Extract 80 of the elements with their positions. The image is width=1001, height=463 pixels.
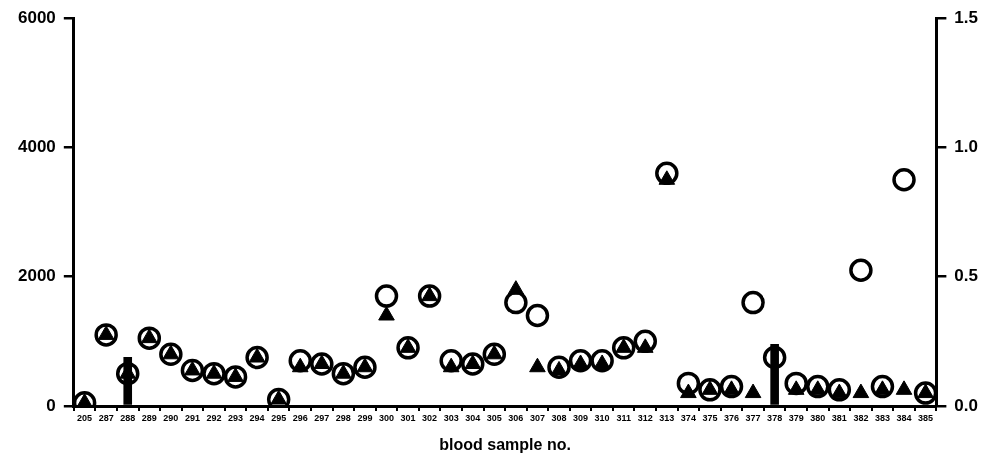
x-tick-label: 379 bbox=[788, 412, 804, 423]
point bbox=[827, 378, 852, 402]
point bbox=[806, 374, 830, 399]
x-tick-label: 302 bbox=[422, 412, 438, 423]
x-tick-label: 374 bbox=[680, 412, 696, 423]
point bbox=[590, 349, 614, 373]
point bbox=[331, 361, 356, 386]
point bbox=[288, 349, 312, 373]
point bbox=[378, 306, 395, 321]
point bbox=[852, 383, 870, 399]
point bbox=[611, 336, 636, 360]
x-tick-label: 294 bbox=[249, 412, 265, 423]
x-tick-label: 309 bbox=[573, 412, 589, 423]
x-tick-label: 287 bbox=[98, 412, 114, 423]
point bbox=[870, 374, 895, 399]
point bbox=[529, 357, 546, 373]
point bbox=[374, 284, 399, 308]
x-tick-label: 289 bbox=[141, 412, 157, 423]
x-tick-label: 303 bbox=[443, 412, 459, 423]
point bbox=[676, 371, 701, 396]
point bbox=[762, 345, 787, 370]
x-tick-label: 298 bbox=[335, 412, 351, 423]
y-tick-label: 2000 bbox=[17, 266, 56, 286]
x-tick-label: 305 bbox=[486, 412, 502, 423]
x-tick-label: 306 bbox=[508, 412, 524, 423]
x-tick-label: 381 bbox=[831, 412, 847, 423]
x-tick-label: 383 bbox=[874, 412, 890, 423]
x-tick-label: 380 bbox=[810, 412, 826, 423]
point bbox=[396, 336, 420, 360]
point bbox=[895, 380, 913, 395]
y-tick-label: 4000 bbox=[17, 137, 56, 157]
x-tick-label: 308 bbox=[551, 412, 567, 423]
x-tick-label: 292 bbox=[206, 412, 222, 423]
y-tick-label: 6000 bbox=[17, 7, 56, 27]
x-tick-label: 385 bbox=[918, 412, 934, 423]
x-tick-label: 290 bbox=[163, 412, 179, 423]
point bbox=[913, 381, 938, 405]
y2-tick-label: 1.5 bbox=[954, 7, 979, 27]
x-tick-label: 295 bbox=[271, 412, 287, 423]
point bbox=[568, 349, 593, 373]
y2-tick-label: 0.0 bbox=[954, 395, 979, 415]
point bbox=[76, 393, 93, 406]
x-tick-label: 301 bbox=[400, 412, 416, 423]
x-tick-label: 313 bbox=[659, 412, 675, 423]
point bbox=[507, 280, 525, 295]
x-axis-title: blood sample no. bbox=[439, 435, 571, 453]
point bbox=[892, 168, 916, 192]
x-tick-label: 299 bbox=[357, 412, 373, 423]
point bbox=[94, 323, 118, 347]
y2-tick-label: 0.5 bbox=[954, 266, 979, 286]
point bbox=[744, 383, 762, 399]
x-tick-label: 375 bbox=[702, 412, 718, 423]
x-tick-label: 291 bbox=[184, 412, 200, 423]
x-tick-label: 304 bbox=[465, 412, 481, 423]
x-tick-label: 300 bbox=[378, 412, 395, 423]
point bbox=[439, 349, 463, 373]
point bbox=[461, 352, 485, 376]
y2-tick-label: 1.0 bbox=[954, 137, 979, 157]
x-tick-label: 311 bbox=[616, 412, 631, 423]
x-tick-label: 312 bbox=[637, 412, 653, 423]
x-tick-label: 307 bbox=[529, 412, 545, 423]
x-tick-label: 288 bbox=[120, 412, 136, 423]
point bbox=[525, 303, 550, 328]
point bbox=[417, 284, 442, 308]
point bbox=[202, 361, 226, 386]
x-tick-label: 376 bbox=[724, 412, 740, 423]
point bbox=[741, 290, 765, 315]
y-tick-label: 0 bbox=[46, 395, 56, 415]
x-tick-label: 378 bbox=[767, 412, 783, 423]
point bbox=[547, 355, 571, 379]
x-tick-label: 382 bbox=[853, 412, 869, 423]
x-tick-label: 296 bbox=[292, 412, 308, 423]
x-tick-label: 297 bbox=[314, 412, 330, 423]
point bbox=[719, 374, 744, 399]
x-tick-label: 310 bbox=[594, 412, 610, 423]
point bbox=[849, 258, 873, 283]
x-tick-label: 205 bbox=[77, 412, 93, 423]
x-tick-label: 377 bbox=[745, 412, 761, 423]
x-tick-label: 384 bbox=[896, 412, 912, 423]
x-tick-label: 293 bbox=[228, 412, 244, 423]
